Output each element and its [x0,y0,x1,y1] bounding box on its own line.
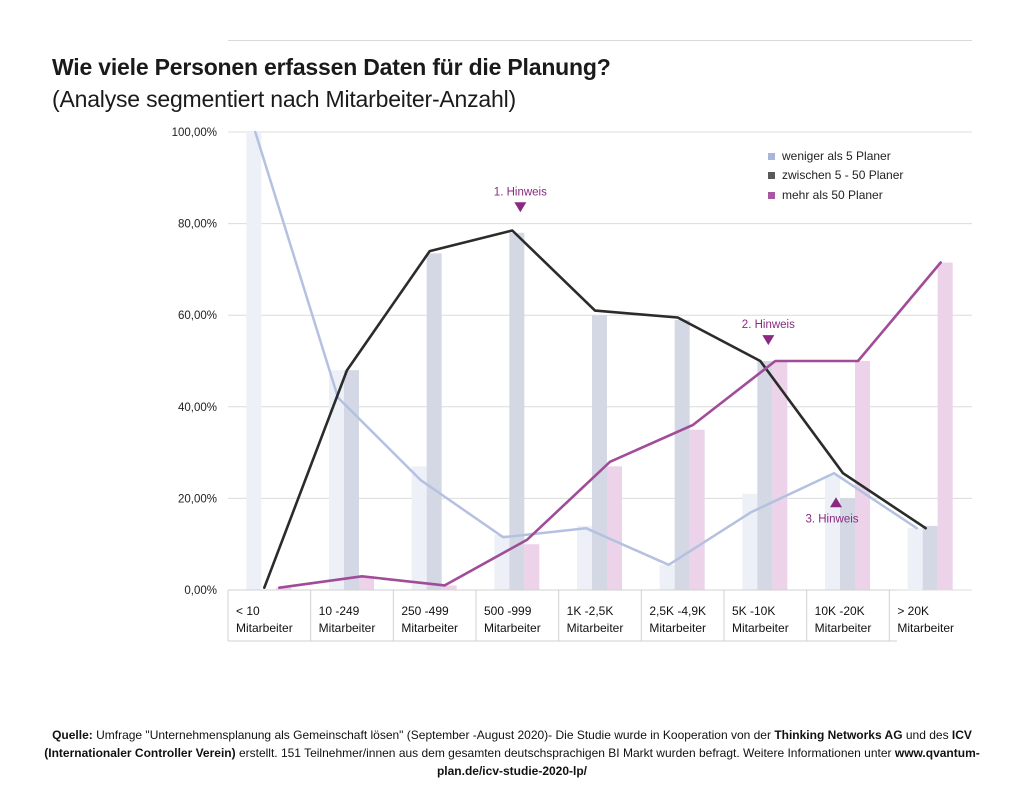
series-line-2 [262,229,928,590]
bar [344,370,359,590]
chart-svg: 0,00% 20,00% 40,00% 60,00% 80,00% 100,00% < 10… [172,127,972,642]
x-tick-label: Mitarbeiter [401,621,458,635]
annotation-marker-up [830,497,842,508]
bar [922,525,938,590]
series-line-1 [254,130,918,567]
bar [524,544,540,590]
legend-swatch [768,153,775,160]
chart-title: Wie viele Personen erfassen Daten für di… [52,54,611,80]
bar [509,232,525,590]
y-tick-label: 20,00% [178,493,217,505]
x-tick-label: Mitarbeiter [236,621,293,635]
bar [937,262,953,590]
series-line-3 [277,261,943,590]
legend-swatch [768,172,775,179]
x-tick-label: Mitarbeiter [732,621,789,635]
bar [246,132,262,590]
x-tick-label: Mitarbeiter [319,621,376,635]
bar [825,475,840,590]
bar [855,361,870,590]
annotation-label: 1. Hinweis [494,186,547,198]
source-url: www.qvantum-plan.de/icv-studie-2020-lp/ [436,746,980,778]
y-tick-label: 100,00% [172,127,217,139]
bar [329,370,344,590]
bar [674,319,690,590]
x-tick-label: Mitarbeiter [897,621,954,635]
source-text-3: erstellt. 151 Teilnehmer/innen aus dem g… [235,746,895,760]
chart-subtitle: (Analyse segmentiert nach Mitarbeiter-An… [52,86,516,112]
source-label: Quelle: [52,728,93,742]
bar [907,528,923,590]
annotation-label: 3. Hinweis [805,513,858,525]
bar [276,587,292,590]
source-partner-2: ICV (Internationaler Controller Verein) [44,728,972,760]
y-tick-label: 40,00% [178,402,217,414]
y-tick-label: 80,00% [178,219,217,231]
bar [742,493,758,590]
bar [441,585,457,590]
x-tick-label: 250 -499 [401,604,449,618]
bar [359,576,374,590]
legend-label: weniger als 5 Planer [781,149,891,163]
bar [757,361,773,590]
bar [411,466,427,590]
y-tick-label: 60,00% [178,310,217,322]
bar [689,429,705,590]
source-text-1: Umfrage "Unternehmensplanung als Gemeins… [92,728,775,742]
x-tick-label: 10K -20K [815,604,865,618]
legend-label: mehr als 50 Planer [782,188,883,202]
source-partner-1: Thinking Networks AG [774,728,903,742]
x-tick-label: Mitarbeiter [815,621,872,635]
bar [494,535,510,590]
bar [426,253,442,590]
annotation-label: 2. Hinweis [742,319,795,331]
x-tick-label: 5K -10K [732,604,775,618]
x-tick-label: 500 -999 [484,604,532,618]
x-tick-label: Mitarbeiter [484,621,541,635]
x-tick-label: 10 -249 [319,604,360,618]
x-tick-label: Mitarbeiter [649,621,706,635]
legend-swatch [768,192,775,199]
bar [607,466,622,590]
x-tick-label: > 20K [897,604,929,618]
x-tick-label: Mitarbeiter [567,621,624,635]
source-text-2: und des [902,728,952,742]
bar [772,361,788,590]
x-tick-label: < 10 [236,604,260,618]
legend-label: zwischen 5 - 50 Planer [782,168,903,182]
bar [592,315,607,590]
annotation-marker-down [762,335,775,346]
bar [659,564,675,590]
bar [577,525,592,590]
x-tick-label: 2,5K -4,9K [649,604,706,618]
bar [840,498,855,590]
y-tick-label: 0,00% [184,585,217,597]
annotation-marker-down [514,202,527,213]
x-tick-label: 1K -2,5K [567,604,614,618]
top-divider [228,40,972,41]
source-note: Quelle: Umfrage "Unternehmensplanung als… [20,726,1004,780]
